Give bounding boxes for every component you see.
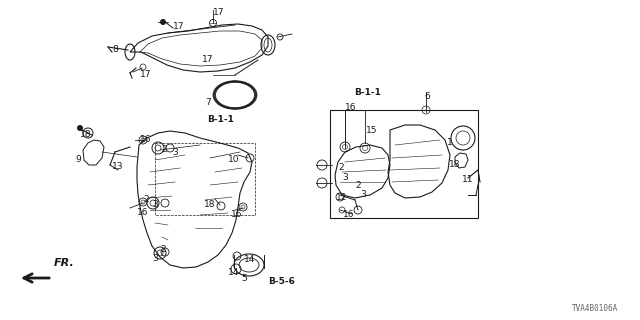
Text: 3: 3 [360,190,365,199]
Text: 17: 17 [140,70,152,79]
Text: 16: 16 [140,135,152,144]
Text: 2: 2 [338,163,344,172]
Text: 3: 3 [172,148,178,157]
Text: 3: 3 [342,173,348,182]
Text: 2: 2 [143,195,148,204]
Text: 16: 16 [345,103,356,112]
Text: 17: 17 [202,55,214,64]
Text: 17: 17 [213,8,225,17]
Text: 3: 3 [152,200,157,209]
Bar [330,110,478,218]
Text: 6: 6 [424,92,429,101]
Text: 3: 3 [152,254,157,263]
Circle shape [160,19,166,25]
Bar [155,143,255,215]
Text: 16: 16 [343,210,355,219]
Text: 2: 2 [161,145,166,154]
Text: B-5-6: B-5-6 [268,277,295,286]
Text: 17: 17 [173,22,184,31]
Text: 1: 1 [447,138,452,147]
Text: 5: 5 [241,274,247,283]
Text: FR.: FR. [54,258,75,268]
Text: 8: 8 [112,45,118,54]
Text: B-1-1: B-1-1 [354,88,381,97]
Text: 12: 12 [336,193,348,202]
Text: 10: 10 [228,155,239,164]
Text: 16: 16 [137,208,148,217]
Text: 2: 2 [160,245,166,254]
Text: 14: 14 [244,255,255,264]
Circle shape [77,125,83,131]
Text: 13: 13 [112,162,124,171]
Text: 18: 18 [204,200,216,209]
Text: B-1-1: B-1-1 [207,115,234,124]
Text: 16: 16 [231,210,243,219]
Text: 14: 14 [228,268,239,277]
Text: 15: 15 [366,126,378,135]
Text: TVA4B0106A: TVA4B0106A [572,304,618,313]
Text: 11: 11 [462,175,474,184]
Text: 7: 7 [205,98,211,107]
Text: 18: 18 [449,160,461,169]
Text: 2: 2 [355,181,360,190]
Text: 9: 9 [75,155,81,164]
Text: 18: 18 [80,130,92,139]
